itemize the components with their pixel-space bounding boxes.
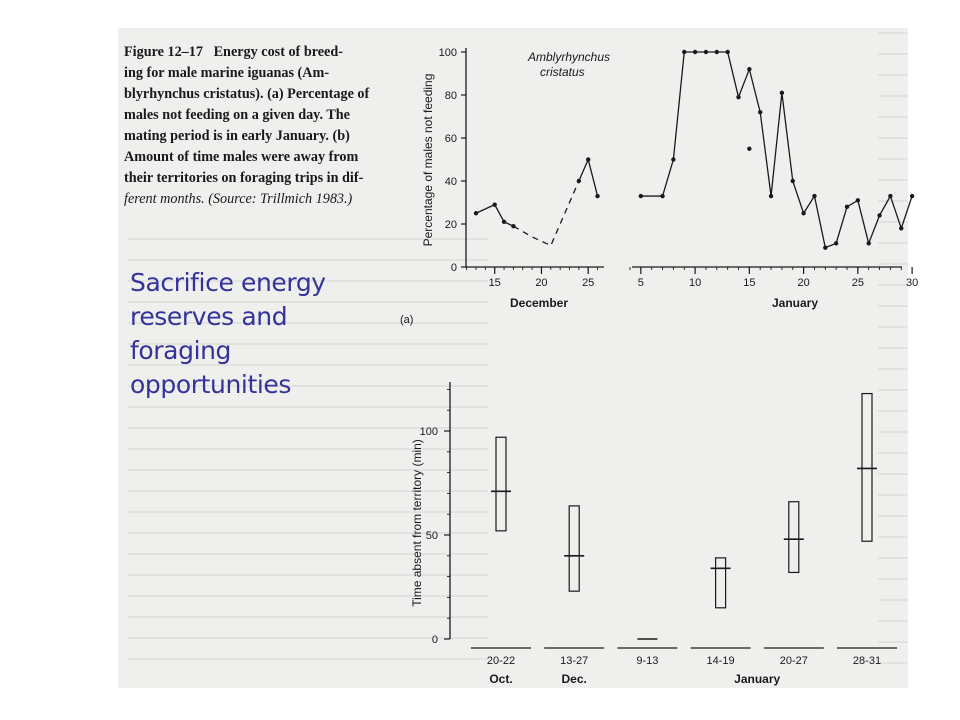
x-group-label-b: Dec. [562,672,587,686]
ghost-text-right [878,32,908,672]
january-data-point [779,90,785,96]
december-data-point [511,223,516,229]
january-data-point [725,49,730,55]
january-data-point [833,241,839,246]
december-data-point [586,157,591,162]
december-series-line [475,203,514,227]
y-tick-label-b: 100 [420,426,438,438]
y-tick-label-a: 20 [445,219,457,231]
caption-line: Amount of time males were away from [124,149,359,165]
overlay-annotation: Sacrifice energy reserves and foraging o… [130,268,326,399]
species-annotation-line: cristatus [540,65,585,79]
january-data-point [692,49,698,55]
caption-figure-number: Figure 12–17 [124,44,203,60]
january-data-point [877,213,882,218]
january-data-point [660,193,665,199]
caption-line: their territories on foraging trips in d… [124,170,364,186]
january-data-point [671,157,676,162]
january-data-point [638,193,644,199]
box-range [495,436,507,532]
january-data-point [866,241,871,246]
january-data-point [888,193,893,199]
species-annotation-line: Amblyrhynchus [527,50,610,64]
x-tick-label-b: 20-22 [487,655,515,667]
caption-line: ferent months. (Source: Trillmich 1983.) [124,191,353,207]
x-tick-label-december: 20 [535,277,547,289]
january-data-point [855,198,861,203]
caption-line: males not feeding on a given day. The [124,107,350,123]
december-data-point [473,211,479,216]
box-range [788,501,800,574]
january-data-point [812,193,817,199]
ghost-text-left [128,238,488,678]
december-series-line [578,157,599,197]
january-data-point [747,67,752,72]
y-tick-label-a: 40 [445,176,457,188]
x-group-label-january: January [772,296,818,310]
x-tick-label-january: 15 [743,277,755,289]
x-tick-label-january: 25 [852,277,864,289]
january-isolated-point [747,146,752,151]
december-data-point [501,219,507,225]
x-tick-label-b: 9-13 [636,655,658,667]
x-tick-label-b: 14-19 [707,655,735,667]
y-tick-label-a: 80 [445,90,457,102]
january-data-point [714,49,719,55]
january-data-point [682,49,687,55]
caption-lead: Energy cost of breed- [213,44,343,60]
figure-caption: Figure 12–17 Energy cost of breed- ing f… [124,42,416,210]
december-dashed-line [513,180,580,247]
y-tick-label-a: 60 [445,133,457,145]
y-tick-label-b: 50 [426,530,438,542]
y-axis-label-a: Percentage of males not feeding [421,74,435,247]
x-tick-label-b: 20-27 [780,655,808,667]
january-data-point [703,49,709,55]
january-series-line [640,51,913,249]
january-data-point [736,94,741,100]
january-data-point [790,178,795,184]
january-data-point [823,245,828,250]
box-range [861,392,873,542]
december-data-point [576,178,582,184]
january-data-point [909,193,915,199]
x-tick-label-b: 28-31 [853,655,881,667]
y-tick-label-a: 100 [439,47,457,59]
caption-line: blyrhynchus cristatus). (a) Percentage o… [124,86,370,102]
january-data-point [758,110,763,115]
x-tick-label-january: 5 [638,277,644,289]
january-data-point [844,204,850,209]
panel-label-a: (a) [400,314,413,326]
y-tick-label-b: 0 [432,634,438,646]
caption-line: mating period is in early January. (b) [124,128,350,144]
x-tick-label-b: 13-27 [560,655,588,667]
caption-line: ing for male marine iguanas (Am- [124,65,330,81]
x-group-label-b: January [734,672,780,686]
january-data-point [899,226,904,231]
x-group-label-december: December [510,296,568,310]
december-data-point [492,202,497,207]
box-range [568,505,580,592]
december-data-point [595,193,600,199]
scanned-page [118,28,908,688]
january-data-point [768,193,774,199]
x-tick-label-january: 20 [797,277,809,289]
january-data-point [801,211,806,216]
x-tick-label-december: 25 [582,277,594,289]
box-range [714,557,727,609]
x-tick-label-january: 10 [689,277,701,289]
x-tick-label-december: 15 [489,277,501,289]
y-axis-label-b: Time absent from territory (min) [410,439,424,607]
y-tick-label-a: 0 [451,262,457,274]
x-group-label-b: Oct. [489,672,512,686]
x-tick-label-january: 30 [906,277,918,289]
